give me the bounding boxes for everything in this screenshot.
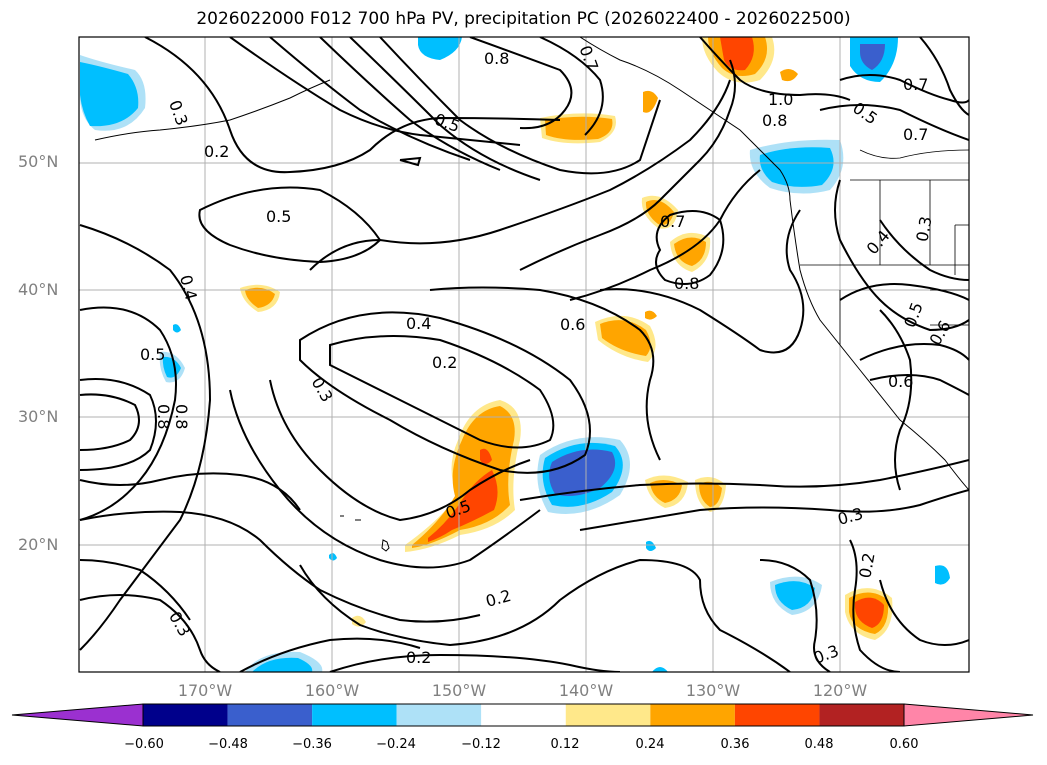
colorbar-extend-max xyxy=(903,703,1034,727)
contour-label: 0.8 xyxy=(172,404,191,429)
contour-label: 1.0 xyxy=(768,90,793,109)
colorbar-tick-label: −0.12 xyxy=(461,737,501,752)
contour-label: 0.8 xyxy=(154,404,173,429)
contour-label: 0.2 xyxy=(204,142,229,161)
contour-label: 0.6 xyxy=(560,315,585,334)
contour-label: 0.8 xyxy=(674,274,699,293)
contour-label: 0.2 xyxy=(855,551,878,579)
contour-label: 0.6 xyxy=(888,372,913,391)
lat-label: 30°N xyxy=(18,407,59,426)
pv-contours xyxy=(79,37,969,672)
contour-label: 0.7 xyxy=(903,125,928,144)
colorbar-swatch xyxy=(227,704,313,726)
lon-label: 160°W xyxy=(304,681,360,700)
map-area xyxy=(79,37,969,672)
colorbar-tick-label: 0.12 xyxy=(550,737,580,752)
colorbar-extend-min xyxy=(11,703,144,727)
colorbar-swatch xyxy=(565,704,651,726)
colorbar-tick-label: −0.48 xyxy=(208,737,248,752)
contour-label: 0.2 xyxy=(432,353,457,372)
contour-label: 0.4 xyxy=(406,314,431,333)
colorbar-tick-label: −0.36 xyxy=(292,737,332,752)
colorbar-swatch xyxy=(396,704,482,726)
colorbar-swatch xyxy=(819,704,904,726)
contour-label: 0.3 xyxy=(912,215,935,243)
lat-lon-grid xyxy=(79,37,969,672)
colorbar-outline xyxy=(142,703,905,727)
contour-label: 0.5 xyxy=(266,207,291,226)
coastlines xyxy=(94,37,969,552)
colorbar-tick-label: 0.36 xyxy=(720,737,750,752)
colorbar xyxy=(11,703,1034,727)
lat-label: 50°N xyxy=(18,152,59,171)
lon-label: 140°W xyxy=(558,681,614,700)
map-frame xyxy=(78,36,970,673)
colorbar-tick-label: −0.24 xyxy=(376,737,416,752)
colorbar-tick-label: 0.24 xyxy=(635,737,665,752)
contour-label: 0.7 xyxy=(660,212,685,231)
map-title: 2026022000 F012 700 hPa PV, precipitatio… xyxy=(196,9,851,29)
lon-label: 150°W xyxy=(431,681,487,700)
colorbar-swatch xyxy=(650,704,735,726)
colorbar-tick-label: −0.60 xyxy=(124,737,164,752)
contour-label: 0.5 xyxy=(140,345,165,364)
lat-label: 40°N xyxy=(18,280,59,299)
colorbar-swatch xyxy=(143,704,228,726)
lon-label: 170°W xyxy=(177,681,233,700)
colorbar-tick-label: 0.48 xyxy=(804,737,834,752)
contour-label: 0.8 xyxy=(762,111,787,130)
contour-label: 0.2 xyxy=(406,648,431,667)
colorbar-tick-label: 0.60 xyxy=(889,737,919,752)
colorbar-swatch xyxy=(481,704,566,726)
contour-label: 0.7 xyxy=(903,75,928,94)
lon-label: 130°W xyxy=(685,681,741,700)
colorbar-swatch xyxy=(312,704,397,726)
colorbar-swatch xyxy=(734,704,820,726)
contour-label: 0.8 xyxy=(484,49,509,68)
lat-label: 20°N xyxy=(18,535,59,554)
lon-label: 120°W xyxy=(812,681,868,700)
